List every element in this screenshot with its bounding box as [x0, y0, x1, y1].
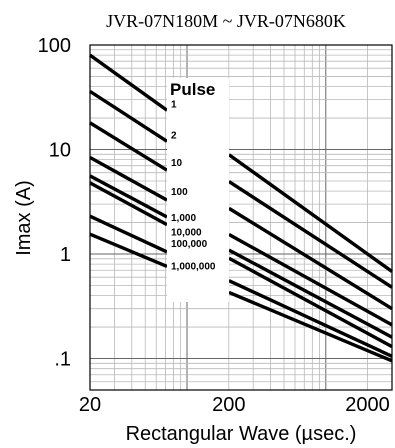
x-tick-label: 20 [79, 394, 101, 416]
legend-label: 100 [171, 187, 188, 198]
series-segment-right [228, 279, 393, 358]
y-axis-label: Imax (A) [13, 180, 35, 256]
series-segment-right [228, 290, 393, 363]
series-line-8 [89, 232, 393, 363]
series-segment-right [228, 180, 393, 289]
x-tick-label: 200 [212, 394, 245, 416]
y-tick-label: 1 [60, 244, 71, 266]
y-tick-label: .1 [54, 349, 71, 371]
chart-title: JVR-07N180M ~ JVR-07N680K [106, 11, 346, 31]
series-segment-left [89, 174, 168, 219]
legend-label: 10,000 [171, 228, 202, 239]
chart-legend: Pulse [167, 78, 229, 302]
legend-title: Pulse [170, 80, 215, 99]
legend-label: 1 [171, 99, 177, 110]
series-segment-right [228, 233, 393, 327]
series-segment-left [89, 53, 168, 112]
series-segment-right [228, 256, 393, 349]
legend-label: 100,000 [171, 239, 208, 250]
series-segment-left [89, 121, 168, 172]
x-tick-labels: 20 200 2000 [79, 394, 390, 416]
legend-background [167, 78, 229, 302]
legend-label: 1,000 [171, 213, 196, 224]
series-segment-right [228, 248, 393, 339]
x-axis-label: Rectangular Wave (µsec.) [126, 423, 357, 445]
y-tick-label: 10 [49, 140, 71, 162]
series-segment-right [228, 206, 393, 311]
series-segment-right [228, 153, 393, 273]
legend-label: 10 [171, 158, 183, 169]
y-tick-labels: 100 10 1 .1 [38, 35, 71, 371]
series-segment-left [89, 89, 168, 143]
plot-frame [89, 44, 393, 391]
legend-label: 2 [171, 130, 177, 141]
x-tick-label: 2000 [345, 394, 390, 416]
series-line-3 [89, 121, 393, 311]
series-segment-left [89, 155, 168, 202]
y-tick-label: 100 [38, 35, 71, 57]
series-segment-left [89, 214, 168, 254]
series-segment-left [89, 232, 168, 269]
series-segment-left [89, 181, 168, 227]
chart-series-lines [89, 53, 393, 363]
series-line-6 [89, 181, 393, 349]
legend-label: 1,000,000 [171, 261, 216, 272]
